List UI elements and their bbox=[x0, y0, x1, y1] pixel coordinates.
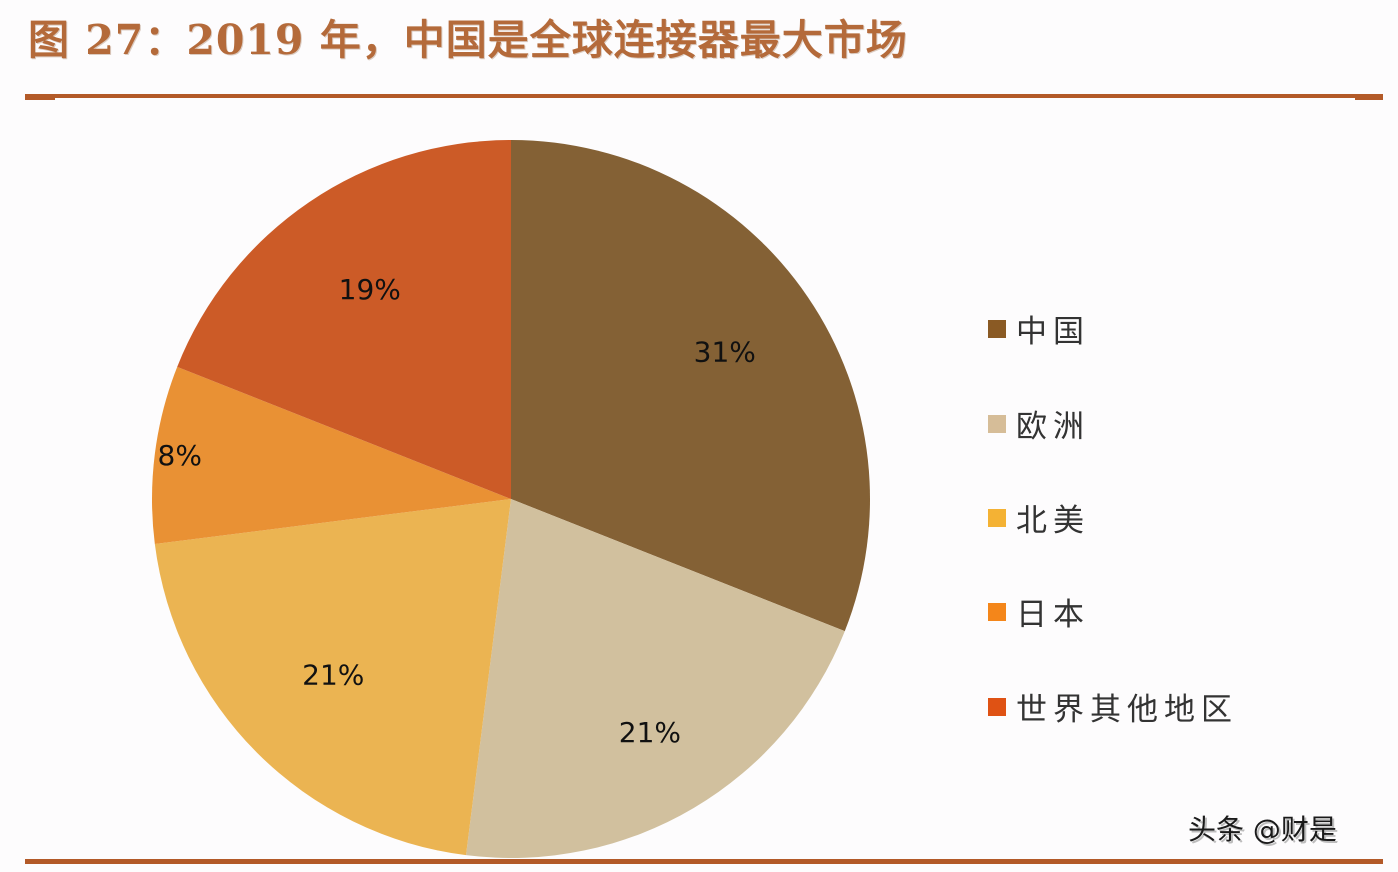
legend-item-japan: 日本 bbox=[988, 589, 1090, 634]
chart-title: 图 27：2019 年，中国是全球连接器最大市场 bbox=[28, 16, 908, 64]
slice-label-china: 31% bbox=[694, 336, 756, 369]
legend-swatch bbox=[988, 508, 1006, 527]
legend-item-europe: 欧洲 bbox=[988, 401, 1090, 446]
legend-swatch bbox=[988, 414, 1006, 433]
pie-slice-europe bbox=[466, 499, 845, 858]
pie-slice-rest-of-world bbox=[177, 139, 511, 499]
slice-label-europe: 21% bbox=[619, 716, 681, 749]
bottom-divider bbox=[25, 859, 1383, 864]
legend-item-china: 中国 bbox=[988, 306, 1090, 351]
slice-label-north-america: 21% bbox=[302, 659, 364, 692]
pie-slice-north-america bbox=[154, 499, 512, 856]
slice-label-japan: 8% bbox=[158, 439, 202, 472]
legend-item-rest-of-world: 世界其他地区 bbox=[988, 684, 1238, 729]
pie-slice-china bbox=[511, 140, 870, 632]
legend-swatch bbox=[988, 319, 1006, 338]
slice-label-rest-of-world: 19% bbox=[339, 273, 401, 306]
pie-slice-japan bbox=[151, 366, 511, 544]
watermark: 头条 @财是 bbox=[1188, 813, 1337, 846]
legend-item-north-america: 北美 bbox=[988, 495, 1090, 540]
legend-swatch bbox=[988, 697, 1006, 716]
legend-swatch bbox=[988, 602, 1006, 621]
top-divider bbox=[25, 94, 1383, 100]
